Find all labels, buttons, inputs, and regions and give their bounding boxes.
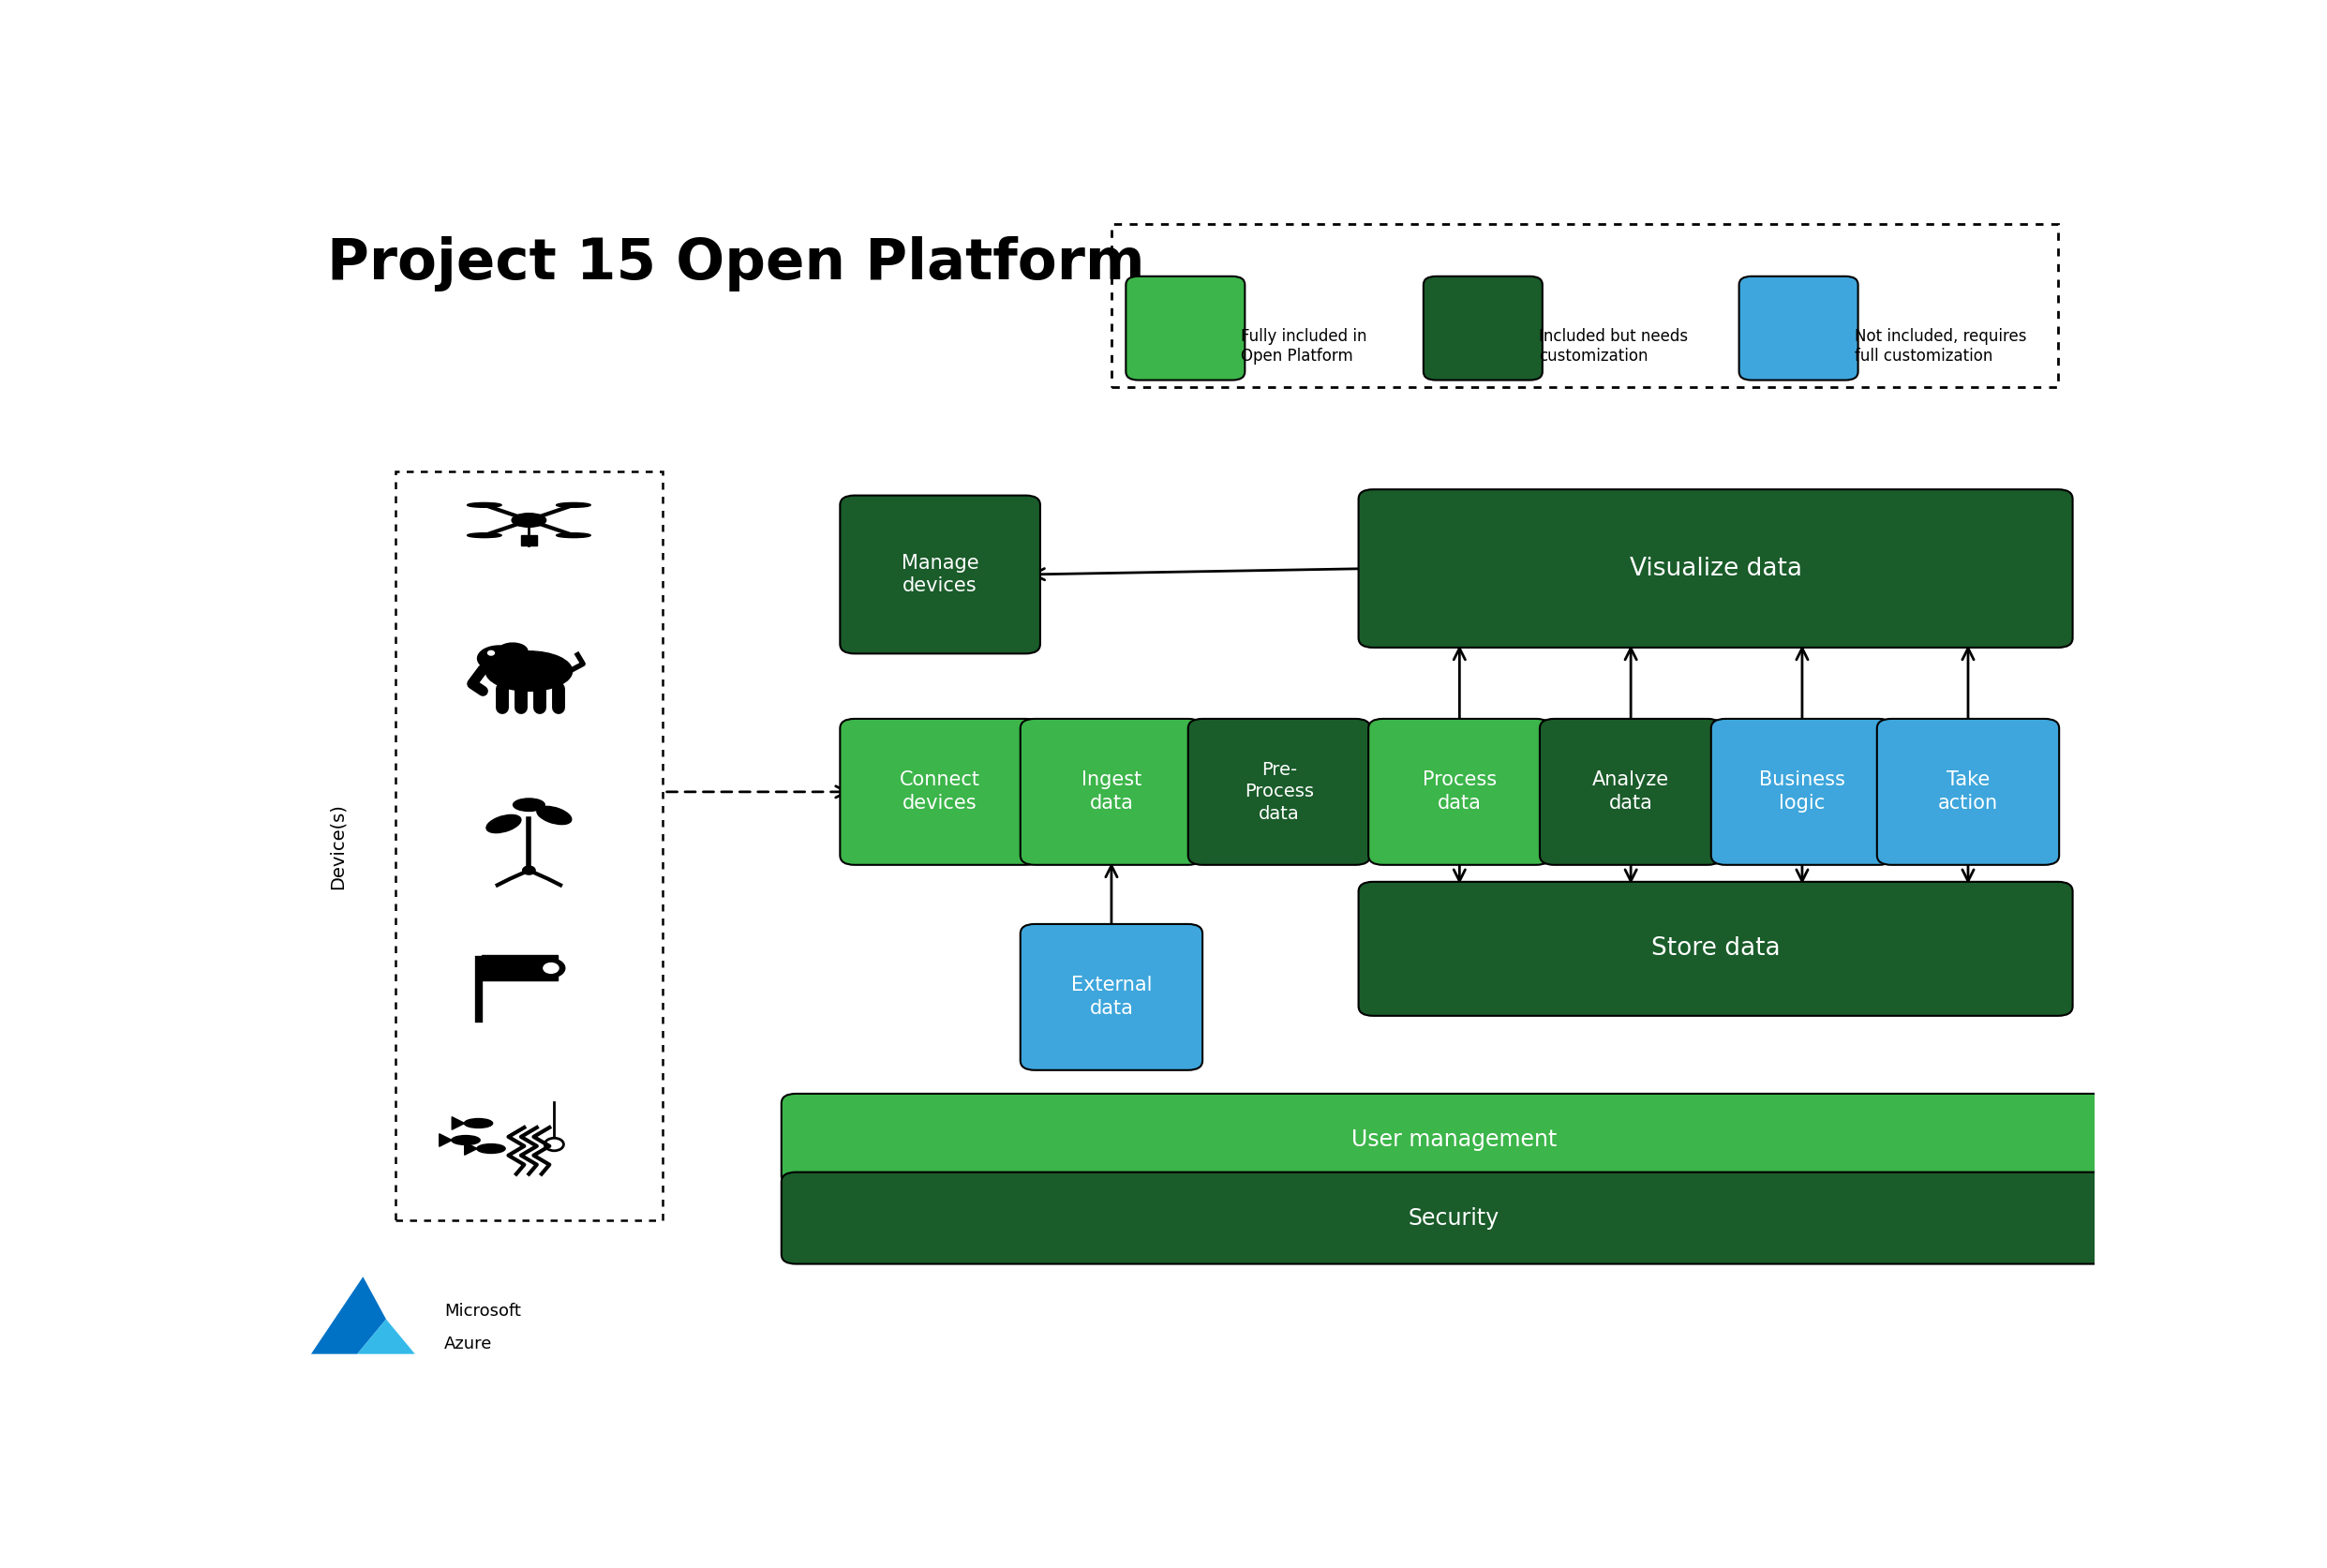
Ellipse shape <box>514 798 545 811</box>
FancyBboxPatch shape <box>782 1094 2127 1185</box>
Text: Security: Security <box>1408 1207 1499 1229</box>
Ellipse shape <box>498 643 528 659</box>
Text: Pre-
Process
data: Pre- Process data <box>1245 760 1315 823</box>
FancyBboxPatch shape <box>1710 718 1894 866</box>
FancyBboxPatch shape <box>1738 276 1857 379</box>
FancyBboxPatch shape <box>1359 489 2073 648</box>
Text: User management: User management <box>1352 1129 1557 1151</box>
Polygon shape <box>358 1319 414 1355</box>
Text: Included but needs
customization: Included but needs customization <box>1538 328 1687 365</box>
Ellipse shape <box>512 513 547 527</box>
FancyBboxPatch shape <box>1368 718 1550 866</box>
Text: Take
action: Take action <box>1938 771 1999 812</box>
Ellipse shape <box>468 503 503 508</box>
Text: Azure: Azure <box>444 1336 493 1352</box>
Ellipse shape <box>538 806 572 825</box>
Ellipse shape <box>556 503 591 508</box>
Polygon shape <box>440 1134 451 1146</box>
FancyBboxPatch shape <box>840 495 1040 654</box>
Text: Store data: Store data <box>1652 936 1780 961</box>
Text: Device(s): Device(s) <box>328 803 347 889</box>
Text: Business
logic: Business logic <box>1759 771 1845 812</box>
Text: Microsoft: Microsoft <box>444 1303 521 1319</box>
FancyBboxPatch shape <box>782 1173 2127 1264</box>
FancyBboxPatch shape <box>1540 718 1722 866</box>
Ellipse shape <box>468 533 503 538</box>
Polygon shape <box>465 1142 477 1156</box>
Circle shape <box>545 1138 563 1151</box>
Text: External
data: External data <box>1070 977 1152 1018</box>
FancyBboxPatch shape <box>1359 881 2073 1016</box>
Circle shape <box>489 651 493 655</box>
Text: Connect
devices: Connect devices <box>901 771 980 812</box>
FancyBboxPatch shape <box>840 718 1040 866</box>
Text: Process
data: Process data <box>1422 771 1496 812</box>
Ellipse shape <box>556 533 591 538</box>
Ellipse shape <box>477 646 521 671</box>
Ellipse shape <box>463 1118 493 1127</box>
Ellipse shape <box>477 1145 505 1152</box>
Text: Project 15 Open Platform: Project 15 Open Platform <box>326 237 1145 292</box>
FancyBboxPatch shape <box>1019 924 1203 1069</box>
FancyBboxPatch shape <box>1189 718 1371 866</box>
Text: Visualize data: Visualize data <box>1629 557 1801 580</box>
Circle shape <box>538 958 565 977</box>
Ellipse shape <box>486 815 521 833</box>
Circle shape <box>545 963 558 974</box>
Text: Analyze
data: Analyze data <box>1592 771 1668 812</box>
Text: Fully included in
Open Platform: Fully included in Open Platform <box>1240 328 1368 365</box>
Text: Ingest
data: Ingest data <box>1082 771 1143 812</box>
Text: Not included, requires
full customization: Not included, requires full customizatio… <box>1855 328 2027 365</box>
FancyBboxPatch shape <box>1126 276 1245 379</box>
FancyBboxPatch shape <box>1878 718 2059 866</box>
Bar <box>521 535 538 546</box>
FancyBboxPatch shape <box>1424 276 1543 379</box>
Circle shape <box>524 866 535 875</box>
FancyBboxPatch shape <box>1019 718 1203 866</box>
Text: Manage
devices: Manage devices <box>901 554 980 596</box>
Ellipse shape <box>486 651 572 691</box>
Ellipse shape <box>451 1135 479 1145</box>
Polygon shape <box>312 1276 386 1355</box>
Bar <box>482 955 558 982</box>
Polygon shape <box>451 1116 465 1129</box>
